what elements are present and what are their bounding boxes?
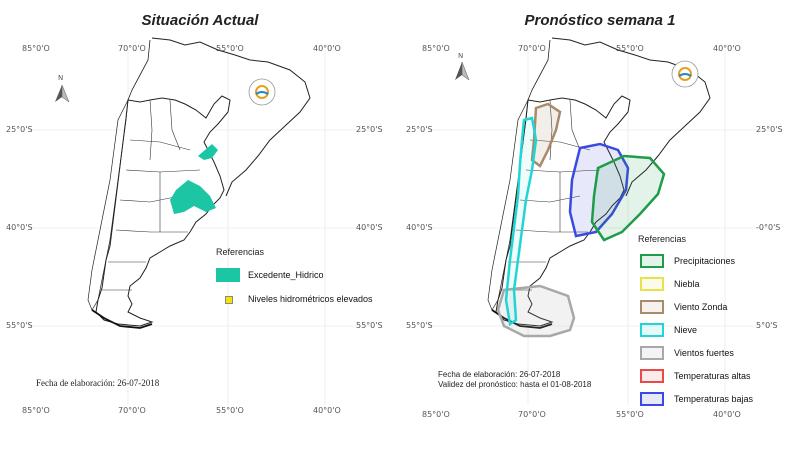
graticule xyxy=(28,50,372,405)
right-footer-date: Fecha de elaboración: 26-07-2018 xyxy=(438,370,561,379)
agency-logo xyxy=(248,78,276,106)
province-boundaries xyxy=(102,99,201,291)
lat-label-right-1: 25°0'S xyxy=(756,125,783,134)
legend-label-temperaturas-bajas: Temperaturas bajas xyxy=(674,394,754,404)
lat-label-left-1: 25°0'S xyxy=(6,125,33,134)
lon-label-top-3: 55°0'O xyxy=(616,44,644,53)
legend-swatch-niebla xyxy=(640,277,664,291)
lon-label-top-1: 85°0'O xyxy=(422,44,450,53)
legend-label-precipitaciones: Precipitaciones xyxy=(674,256,736,266)
right-map-panel: Pronóstico semana 1 xyxy=(400,0,800,450)
lon-label-top-3: 55°0'O xyxy=(216,44,244,53)
lon-label-bottom-1: 85°0'O xyxy=(22,406,50,415)
legend-label-niebla: Niebla xyxy=(674,279,700,289)
legend-swatch-precipitaciones xyxy=(640,254,664,268)
legend-swatch-viento-zonda xyxy=(640,300,664,314)
lat-label-right-3: 55°0'S xyxy=(356,321,383,330)
lon-label-top-2: 70°0'O xyxy=(118,44,146,53)
legend-swatch-excedente xyxy=(216,268,240,282)
lon-label-top-2: 70°0'O xyxy=(518,44,546,53)
lon-label-bottom-1: 85°0'O xyxy=(422,410,450,419)
legend-swatch-nieve xyxy=(640,323,664,337)
lon-label-bottom-2: 70°0'O xyxy=(518,410,546,419)
lat-label-left-3: 55°0'S xyxy=(6,321,33,330)
left-map-title: Situación Actual xyxy=(141,12,259,29)
neighbour-coastline xyxy=(151,37,311,197)
lat-label-right-2: -0°0'S xyxy=(756,223,781,232)
area-precipitaciones xyxy=(590,154,666,242)
lat-label-right-3: 5°0'S xyxy=(756,321,778,330)
legend-swatch-vientos-fuertes xyxy=(640,346,664,360)
legend-label-excedente: Excedente_Hidrico xyxy=(248,270,324,280)
area-nieve xyxy=(504,116,538,327)
right-map-title: Pronóstico semana 1 xyxy=(524,12,676,29)
left-map-panel: Situación Actual xyxy=(6,12,383,415)
lat-label-left-3: 55°0'S xyxy=(406,321,433,330)
left-legend-title: Referencias xyxy=(216,247,265,257)
north-letter: N xyxy=(58,74,64,82)
legend-label-niveles: Niveles hidrométricos elevados xyxy=(248,294,373,304)
legend-swatch-temperaturas-bajas xyxy=(640,392,664,406)
lon-label-top-4: 40°0'O xyxy=(313,44,341,53)
left-footer-date: Fecha de elaboración: 26-07-2018 xyxy=(36,378,160,388)
legend-label-temperaturas-altas: Temperaturas altas xyxy=(674,371,751,381)
argentina-outline xyxy=(495,95,631,327)
left-map-canvas xyxy=(28,37,372,405)
legend-label-viento-zonda: Viento Zonda xyxy=(674,302,728,312)
legend-swatch-temperaturas-altas xyxy=(640,369,664,383)
excedente-area-central xyxy=(170,180,216,214)
lat-label-right-2: 40°0'S xyxy=(356,223,383,232)
lon-label-bottom-4: 40°0'O xyxy=(713,410,741,419)
lon-label-top-4: 40°0'O xyxy=(713,44,741,53)
right-footer-validity: Validez del pronóstico: hasta el 01-08-2… xyxy=(438,380,592,389)
excedente-area-north xyxy=(198,144,218,160)
area-vientos-fuertes xyxy=(496,284,576,338)
agency-logo xyxy=(671,60,699,88)
right-map-canvas xyxy=(428,37,772,405)
lon-label-bottom-2: 70°0'O xyxy=(118,406,146,415)
legend-swatch-niveles xyxy=(225,296,233,304)
north-arrow-icon xyxy=(55,84,70,103)
north-arrow-icon xyxy=(455,61,470,81)
area-viento-zonda xyxy=(530,102,562,168)
lon-label-bottom-3: 55°0'O xyxy=(616,410,644,419)
lat-label-left-2: 40°0'S xyxy=(406,223,433,232)
legend-label-vientos-fuertes: Vientos fuertes xyxy=(674,348,734,358)
right-legend-title: Referencias xyxy=(638,234,687,244)
area-temperaturas-bajas xyxy=(568,142,630,238)
lat-label-left-1: 25°0'S xyxy=(406,125,433,134)
lon-label-bottom-3: 55°0'O xyxy=(216,406,244,415)
lon-label-bottom-4: 40°0'O xyxy=(313,406,341,415)
lat-label-right-1: 25°0'S xyxy=(356,125,383,134)
lat-label-left-2: 40°0'S xyxy=(6,223,33,232)
legend-label-nieve: Nieve xyxy=(674,325,698,335)
argentina-outline xyxy=(95,95,231,327)
north-letter: N xyxy=(458,52,464,60)
lon-label-top-1: 85°0'O xyxy=(22,44,50,53)
